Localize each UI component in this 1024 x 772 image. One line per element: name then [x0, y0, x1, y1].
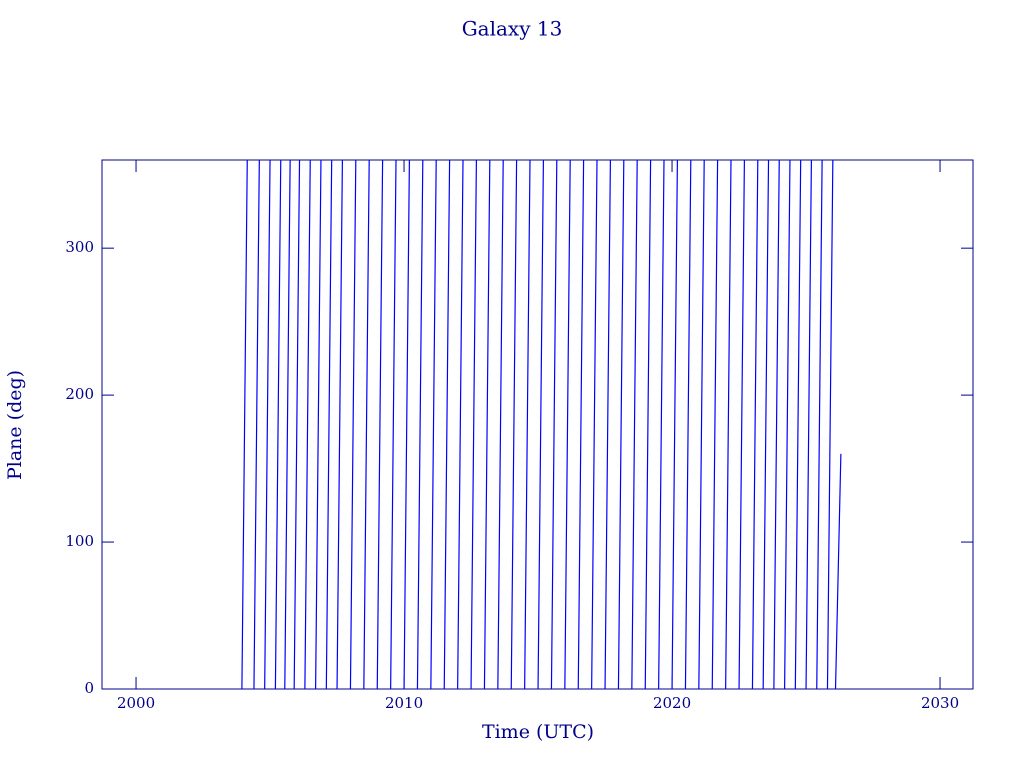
y-tick-label: 300	[65, 238, 94, 256]
y-axis-label: Plane (deg)	[4, 370, 26, 480]
x-axis-label: Time (UTC)	[482, 721, 594, 743]
plot-frame	[101, 159, 974, 690]
data-line	[241, 159, 842, 690]
x-tick-label: 2020	[653, 694, 691, 712]
y-tick-label: 100	[65, 532, 94, 550]
chart-title: Galaxy 13	[462, 17, 563, 41]
x-tick-label: 2000	[117, 694, 155, 712]
y-tick-label: 200	[65, 385, 94, 403]
y-tick-label: 0	[84, 679, 94, 697]
x-tick-label: 2030	[921, 694, 959, 712]
x-tick-label: 2010	[385, 694, 423, 712]
